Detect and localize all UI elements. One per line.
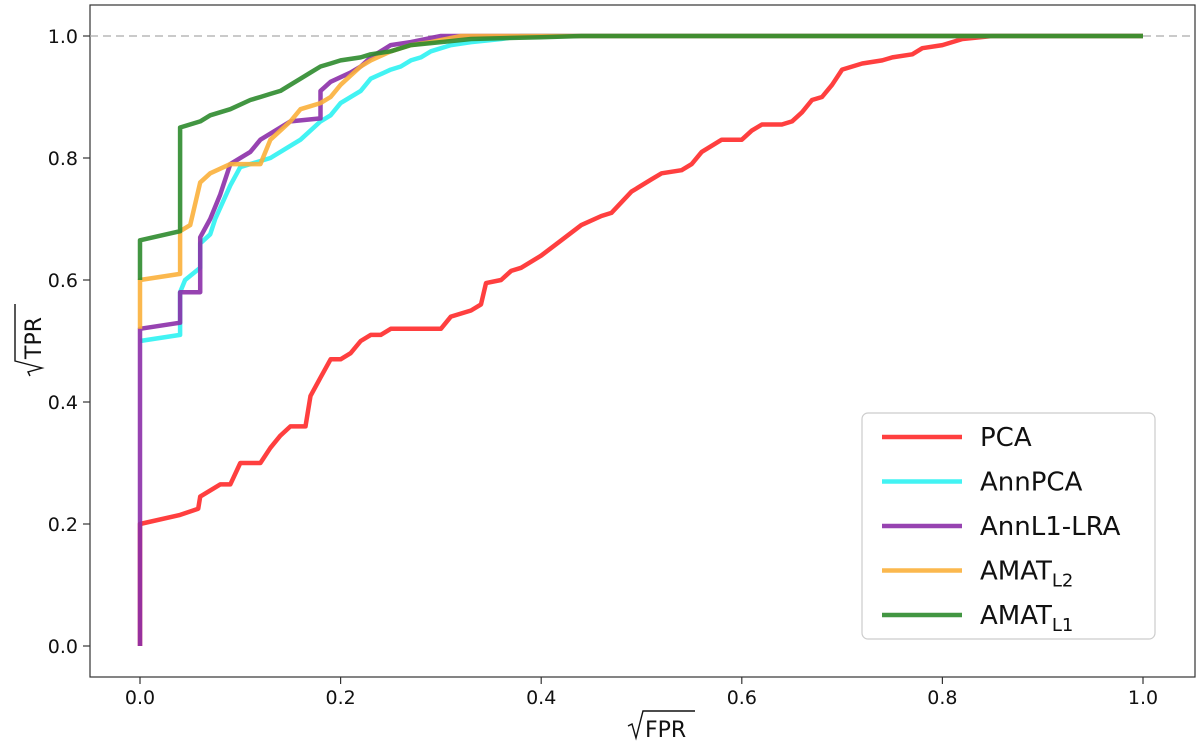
x-tick-label: 0.6 [727, 687, 757, 709]
y-tick-label: 0.8 [48, 148, 78, 170]
legend-frame [861, 412, 1156, 640]
legend-label-2: AnnL1-LRA [980, 512, 1121, 542]
series-line-0 [137, 33, 1143, 646]
legend-subscript: L2 [1052, 571, 1073, 592]
y-tick-label: 0.0 [48, 636, 78, 658]
legend-label-1: AnnPCA [980, 468, 1083, 498]
x-axis-ticks: 0.0 0.2 0.4 0.6 0.8 1.0 [125, 677, 1158, 709]
y-axis-sqrt-sign [14, 304, 45, 377]
x-axis-label: FPR [645, 718, 686, 743]
y-tick-label: 0.6 [48, 270, 78, 292]
y-axis-ticks: 0.0 0.2 0.4 0.6 0.8 1.0 [48, 26, 90, 658]
x-tick-label: 0.2 [325, 687, 355, 709]
series-layer [137, 33, 1143, 646]
x-axis-sqrt-sign [627, 710, 695, 741]
y-axis-label: TPR [22, 317, 47, 360]
x-tick-label: 0.8 [927, 687, 957, 709]
x-tick-label: 0.0 [125, 687, 155, 709]
x-tick-label: 0.4 [526, 687, 556, 709]
legend-subscript: L1 [1052, 615, 1073, 636]
y-tick-label: 0.4 [48, 392, 78, 414]
y-tick-label: 0.2 [48, 514, 78, 536]
y-tick-label: 1.0 [48, 26, 78, 48]
y-axis-title: TPR [14, 304, 47, 377]
series-line-4 [137, 33, 1143, 280]
legend-label-0: PCA [980, 423, 1032, 453]
x-axis-title: FPR [627, 710, 695, 743]
x-tick-label: 1.0 [1128, 687, 1158, 709]
